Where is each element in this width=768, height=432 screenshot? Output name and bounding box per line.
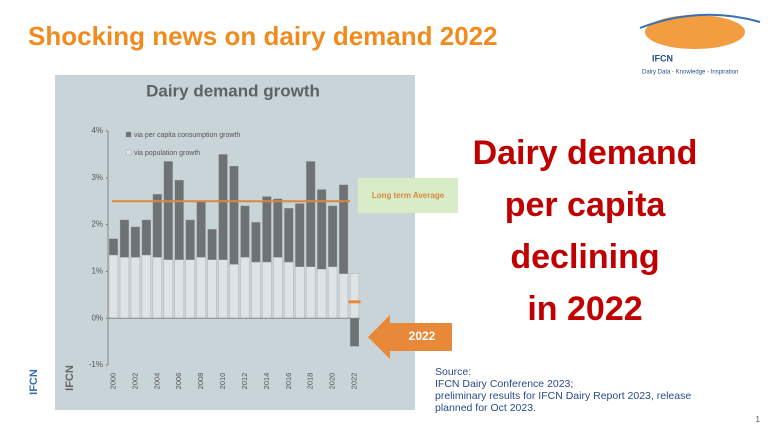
headline-line: Dairy demand [473,134,698,172]
legend-swatch [125,149,132,156]
logo-tagline: Dairy Data - Knowledge - Inspiration [642,70,738,76]
bar-segment [207,229,217,260]
x-tick-label: 2014 [262,373,271,390]
logo: IFCN Dairy Data - Knowledge - Inspiratio… [639,13,761,76]
source-line: planned for Oct 2023. [435,402,536,414]
average-box [358,178,458,213]
y-tick-label: 0% [91,313,103,322]
arrow [368,315,452,359]
bar-segment [130,226,140,258]
bar-segment [185,259,195,319]
bar-segment [229,165,239,265]
bar-segment [163,161,173,260]
logo-map [645,15,745,49]
source-line: IFCN Dairy Conference 2023; [435,378,573,390]
logo-name: IFCN [652,53,673,63]
bar-segment [339,184,349,274]
bar-segment [152,194,162,258]
bar-segment [273,198,283,258]
x-tick-label: 2012 [240,373,249,390]
source-line: Source: [435,366,471,378]
headline-line: in 2022 [527,290,642,328]
bar-segment [284,208,294,263]
bar-segment [196,201,206,258]
slide-title: Shocking news on dairy demand 2022 [28,21,498,51]
bar-segment [119,257,129,319]
bar-segment [273,257,283,319]
headline-line: declining [510,238,659,276]
bar-segment [130,257,140,319]
bar-segment [240,205,250,258]
bar-segment [295,266,305,319]
legend-swatch [125,131,132,138]
x-tick-label: 2000 [108,373,117,390]
bar-segment [141,254,151,319]
source-line: preliminary results for IFCN Dairy Repor… [435,390,691,402]
y-tick-label: 4% [91,126,103,135]
bar-segment [349,273,360,319]
bar-segment [317,189,327,270]
bar-segment [218,259,228,319]
y-tick-label: -1% [89,360,103,369]
bar-segment [295,203,305,267]
bar-segment [141,219,151,256]
y-tick-label: 2% [91,220,103,229]
y-axis-label: IFCN [64,365,76,391]
bar-segment [328,266,338,319]
x-tick-label: 2004 [152,373,161,390]
chart: -1% 0% 1% 2% 3% 4% IFCN 2000 2002 2004 2006 2008 201… [64,126,458,391]
bar-segment [229,264,239,319]
headline: Dairy demand per capita declining in 2022 [473,134,698,328]
bar-segment [284,261,294,319]
bar-segment [306,266,316,319]
x-tick-label: 2010 [218,373,227,390]
bar-segment [262,261,272,319]
bar-segment [174,179,184,260]
legend-label: via population growth [134,150,200,157]
bar-segment [317,268,327,319]
headline-line: per capita [505,186,667,224]
x-tick-label: 2022 [350,373,359,390]
bar-segment [196,257,206,319]
bar-segment [240,257,250,319]
x-tick-label: 2002 [130,373,139,390]
bar-segment [339,273,349,319]
legend-label: via per capita consumption growth [134,132,240,139]
bar-segment [328,205,338,267]
bar-segment [349,318,360,347]
bar-segment [306,161,316,267]
side-label: IFCN [28,369,40,395]
average-label: Long term Average [372,191,445,200]
bar-segment [152,257,162,319]
bar-segment [251,261,261,319]
arrow-label: 2022 [409,329,436,343]
bar-segment [163,259,173,319]
bar-segment [207,259,217,319]
x-tick-label: 2018 [306,373,315,390]
bar-segment [262,196,272,263]
y-tick-label: 1% [91,267,103,276]
x-tick-label: 2006 [174,373,183,390]
bar-segment [108,254,119,319]
bar-segment [251,222,261,263]
source: Source:IFCN Dairy Conference 2023;prelim… [435,366,691,414]
bar-segment [185,219,195,260]
bar-segment [218,154,228,260]
page-number: 1 [756,415,761,424]
bar-segment [108,238,119,256]
bar-segment [174,259,184,319]
x-tick-label: 2016 [284,373,293,390]
logo-orbit [639,13,761,29]
y-tick-label: 3% [91,173,103,182]
bar-segment [119,219,129,258]
x-tick-label: 2020 [328,373,337,390]
x-tick-label: 2008 [196,373,205,390]
chart-title: Dairy demand growth [146,81,320,100]
